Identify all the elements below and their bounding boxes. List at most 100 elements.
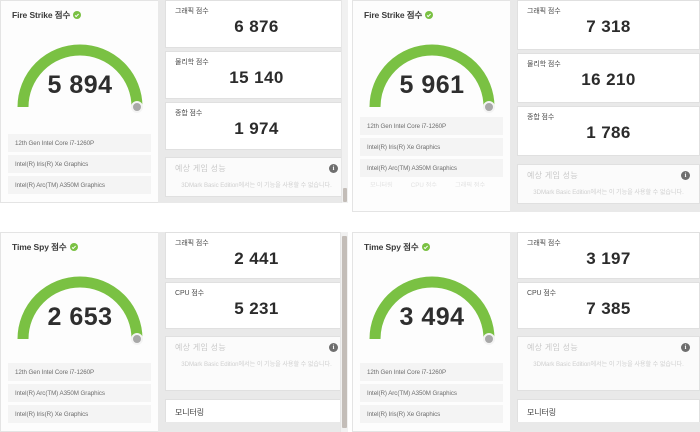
score-value: 2 441 (234, 249, 279, 268)
score-label: 그래픽 점수 (175, 8, 209, 15)
score-label: 그래픽 점수 (527, 8, 561, 15)
gauge-total-score: 5 961 (399, 71, 465, 99)
device-row[interactable]: 12th Gen Intel Core i7-1260P (8, 134, 151, 152)
device-row[interactable]: 12th Gen Intel Core i7-1260P (360, 363, 503, 381)
gauge-arc (369, 44, 495, 108)
panel-title-text: Time Spy 점수 (12, 242, 67, 252)
score-value: 5 231 (234, 299, 279, 318)
estimated-game-performance-header: 예상 게임 성능 i (527, 342, 690, 353)
score-card-physics: 물리학 점수 16 210 (517, 53, 700, 103)
vertical-scrollbar[interactable] (340, 232, 348, 432)
gauge-knob-icon (131, 101, 143, 113)
gauge-arc (17, 44, 143, 108)
estimated-game-performance-card: 예상 게임 성능 i 3DMark Basic Edition에서는 이 기능을… (517, 164, 700, 205)
verified-check-icon (421, 243, 430, 251)
score-label: 물리학 점수 (527, 61, 561, 68)
estimated-game-performance-card: 예상 게임 성능 i 3DMark Basic Edition에서는 이 기능을… (165, 336, 348, 391)
monitoring-label: 모니터링 (175, 408, 205, 417)
score-card-cpu: CPU 점수 5 231 (165, 282, 348, 329)
device-list: 12th Gen Intel Core i7-1260P Intel(R) Ar… (353, 363, 510, 431)
estimated-game-performance-header: 예상 게임 성능 i (527, 170, 690, 181)
column-gap (510, 232, 517, 432)
device-row[interactable]: Intel(R) Arc(TM) A350M Graphics (8, 176, 151, 194)
gauge-knob-icon (483, 101, 495, 113)
score-value: 3 197 (586, 249, 631, 268)
device-row[interactable]: Intel(R) Iris(R) Xe Graphics (8, 155, 151, 173)
estimated-game-performance-header: 예상 게임 성능 i (175, 342, 338, 353)
score-gauge: 5 961 (353, 23, 511, 113)
score-card-graphics: 그래픽 점수 6 876 (165, 0, 348, 48)
score-column: 그래픽 점수 3 197 CPU 점수 7 385 예상 게임 성능 i 3DM… (517, 232, 700, 432)
result-panel-fire-strike-left: Fire Strike 점수 5 894 12th Gen Intel Core… (0, 0, 348, 203)
panel-title-text: Time Spy 점수 (364, 242, 419, 252)
score-value: 7 385 (586, 299, 631, 318)
monitoring-label: 모니터링 (527, 408, 557, 417)
info-icon[interactable]: i (329, 164, 338, 173)
info-icon[interactable]: i (329, 343, 338, 352)
score-value: 1 786 (586, 123, 631, 142)
score-label: CPU 점수 (527, 290, 557, 297)
info-icon[interactable]: i (681, 171, 690, 180)
score-gauge: 2 653 (1, 255, 159, 345)
monitoring-card: 모니터링 (165, 399, 348, 422)
score-label: CPU 점수 (175, 290, 205, 297)
score-value: 6 876 (234, 17, 279, 36)
estimated-game-performance-label: 예상 게임 성능 (527, 171, 579, 180)
panel-title-text: Fire Strike 점수 (12, 10, 71, 20)
estimated-game-performance-card: 예상 게임 성능 i 3DMark Basic Edition에서는 이 기능을… (165, 157, 348, 198)
gauge-arc (17, 276, 143, 340)
info-icon[interactable]: i (681, 343, 690, 352)
vertical-scrollbar[interactable] (341, 0, 348, 203)
basic-edition-note: 3DMark Basic Edition에서는 이 기능을 사용할 수 없습니다… (181, 182, 332, 189)
result-panel-time-spy-right: Time Spy 점수 3 494 12th Gen Intel Core i7… (352, 232, 700, 432)
device-list: 12th Gen Intel Core i7-1260P Intel(R) Ar… (1, 363, 158, 431)
estimated-game-performance-label: 예상 게임 성능 (527, 343, 579, 352)
device-row[interactable]: Intel(R) Arc(TM) A350M Graphics (8, 384, 151, 402)
device-list: 12th Gen Intel Core i7-1260P Intel(R) Ir… (353, 117, 510, 192)
column-gap (158, 232, 165, 432)
score-column: 그래픽 점수 6 876 물리학 점수 15 140 종합 점수 1 974 예… (165, 0, 348, 203)
device-row[interactable]: 12th Gen Intel Core i7-1260P (360, 117, 503, 135)
clipped-text: CPU 점수 (410, 182, 437, 187)
gauge-total-score: 5 894 (47, 71, 113, 99)
basic-edition-note: 3DMark Basic Edition에서는 이 기능을 사용할 수 없습니다… (533, 189, 684, 196)
result-panel-time-spy-left: Time Spy 점수 2 653 12th Gen Intel Core i7… (0, 232, 348, 432)
panel-title-text: Fire Strike 점수 (364, 10, 423, 20)
gauge-column: Time Spy 점수 3 494 12th Gen Intel Core i7… (352, 232, 510, 432)
panel-title: Time Spy 점수 (353, 233, 510, 253)
device-row[interactable]: Intel(R) Arc(TM) A350M Graphics (360, 159, 503, 177)
monitoring-card: 모니터링 (517, 399, 700, 422)
verified-check-icon (425, 11, 434, 19)
device-row[interactable]: Intel(R) Arc(TM) A350M Graphics (360, 384, 503, 402)
panel-title: Fire Strike 점수 (353, 1, 510, 21)
device-row[interactable]: 12th Gen Intel Core i7-1260P (8, 363, 151, 381)
score-label: 그래픽 점수 (175, 240, 209, 247)
column-gap (510, 0, 517, 212)
score-column: 그래픽 점수 2 441 CPU 점수 5 231 예상 게임 성능 i 3DM… (165, 232, 348, 432)
basic-edition-note: 3DMark Basic Edition에서는 이 기능을 사용할 수 없습니다… (533, 361, 684, 368)
gauge-column: Fire Strike 점수 5 961 12th Gen Intel Core… (352, 0, 510, 212)
score-label: 종합 점수 (175, 110, 203, 117)
score-card-cpu: CPU 점수 7 385 (517, 282, 700, 329)
device-row[interactable]: Intel(R) Iris(R) Xe Graphics (360, 138, 503, 156)
clipped-text: 모니터링 (370, 182, 393, 187)
scrollbar-thumb[interactable] (343, 188, 347, 202)
verified-check-icon (69, 243, 78, 251)
score-label: 그래픽 점수 (527, 240, 561, 247)
estimated-game-performance-card: 예상 게임 성능 i 3DMark Basic Edition에서는 이 기능을… (517, 336, 700, 391)
score-value: 1 974 (234, 119, 279, 138)
clipped-bottom-row: 모니터링 CPU 점수 그래픽 점수 (360, 180, 503, 187)
score-card-combined: 종합 점수 1 974 (165, 102, 348, 150)
device-row[interactable]: Intel(R) Iris(R) Xe Graphics (8, 405, 151, 423)
basic-edition-note: 3DMark Basic Edition에서는 이 기능을 사용할 수 없습니다… (181, 361, 332, 368)
score-gauge: 3 494 (353, 255, 511, 345)
device-row[interactable]: Intel(R) Iris(R) Xe Graphics (360, 405, 503, 423)
gauge-total-score: 3 494 (399, 303, 465, 331)
clipped-text: 그래픽 점수 (454, 182, 486, 187)
score-value: 16 210 (581, 70, 636, 89)
score-card-graphics: 그래픽 점수 7 318 (517, 0, 700, 50)
score-value: 7 318 (586, 17, 631, 36)
gauge-knob-icon (131, 333, 143, 345)
scrollbar-thumb[interactable] (342, 236, 347, 428)
